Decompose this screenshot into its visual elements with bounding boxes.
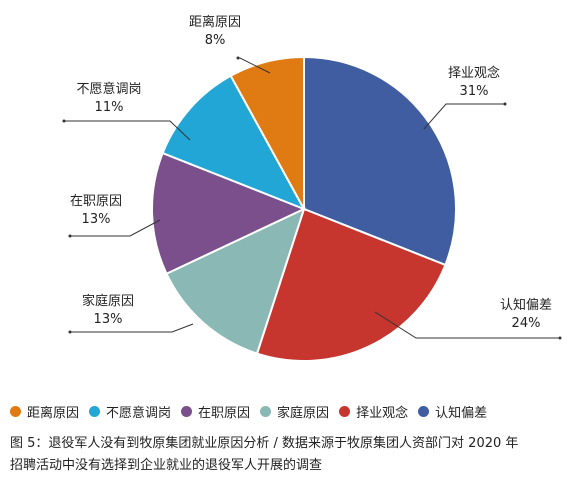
caption-line-2: 招聘活动中没有选择到企业就业的退役军人开展的调查 xyxy=(10,458,323,473)
leader-dot-3 xyxy=(68,330,72,334)
slice-label-1: 择业观念 xyxy=(448,65,500,81)
legend-label-career: 择业观念 xyxy=(356,405,409,421)
legend-swatch-transfer xyxy=(89,405,101,417)
leader-dot-5 xyxy=(62,119,66,123)
legend: 距离原因 不愿意调岗 在职原因 家庭原因 择业观念 认知偏差 xyxy=(10,402,576,421)
legend-item-distance: 距离原因 xyxy=(10,402,79,421)
slice-label-5: 不愿意调岗 xyxy=(76,81,141,97)
caption-line-1: 图 5：退役军人没有到牧原集团就业原因分析 / 数据来源于牧原集团人资部门对 2… xyxy=(10,436,519,451)
legend-swatch-distance xyxy=(10,405,21,417)
leader-line-3 xyxy=(70,323,194,333)
legend-item-cognition: 认知偏差 xyxy=(418,402,487,421)
figure-caption: 图 5：退役军人没有到牧原集团就业原因分析 / 数据来源于牧原集团人资部门对 2… xyxy=(10,433,576,477)
legend-swatch-family xyxy=(260,405,272,417)
leader-dot-2 xyxy=(558,336,562,340)
legend-label-onjob: 在职原因 xyxy=(198,405,251,421)
legend-label-cognition: 认知偏差 xyxy=(435,405,488,421)
legend-swatch-career xyxy=(339,405,351,417)
slice-label-4: 在职原因 xyxy=(70,194,122,209)
slice-label-6: 距离原因 xyxy=(189,14,241,30)
leader-dot-1 xyxy=(503,102,507,106)
slice-percent-2: 24% xyxy=(512,316,541,331)
slice-label-3: 家庭原因 xyxy=(82,293,134,309)
legend-item-onjob: 在职原因 xyxy=(181,402,250,421)
pie-chart: 择业观念 31% 认知偏差 24% 家庭原因 13% 在职原因 13% 不愿意调岗 11% 距离原因… xyxy=(62,14,562,362)
pie-slice-1 xyxy=(303,55,457,267)
legend-item-career: 择业观念 xyxy=(339,402,408,421)
pie-slice-6 xyxy=(229,55,305,210)
slice-percent-4: 13% xyxy=(82,212,111,227)
leader-line-4 xyxy=(70,219,161,237)
pie-slice-2 xyxy=(255,207,447,362)
pie-slice-5 xyxy=(161,74,307,211)
slice-percent-1: 31% xyxy=(460,84,489,99)
pie-slice-3 xyxy=(165,207,306,355)
leader-dot-4 xyxy=(68,234,72,238)
pie-slice-4 xyxy=(151,151,307,276)
legend-item-family: 家庭原因 xyxy=(260,402,329,421)
legend-label-distance: 距离原因 xyxy=(27,405,80,421)
legend-swatch-onjob xyxy=(181,405,193,417)
leader-line-5 xyxy=(64,120,191,141)
slice-label-2: 认知偏差 xyxy=(500,297,552,313)
slice-percent-5: 11% xyxy=(95,100,124,115)
legend-swatch-cognition xyxy=(418,405,430,417)
slice-percent-6: 8% xyxy=(205,33,226,48)
legend-label-transfer: 不愿意调岗 xyxy=(106,405,172,421)
legend-item-transfer: 不愿意调岗 xyxy=(89,402,171,421)
slice-percent-3: 13% xyxy=(94,312,123,327)
leader-line-2 xyxy=(374,311,560,339)
leader-dot-6 xyxy=(236,56,240,60)
leader-line-1 xyxy=(423,103,505,130)
legend-label-family: 家庭原因 xyxy=(277,405,330,421)
